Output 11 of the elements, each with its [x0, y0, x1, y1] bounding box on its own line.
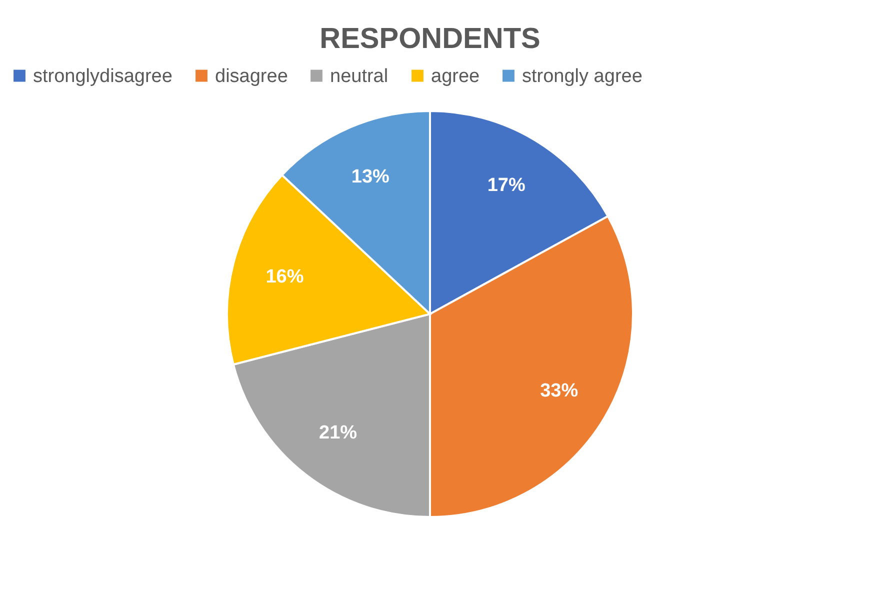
data-label: 13%: [351, 166, 390, 188]
legend-label: neutral: [330, 66, 388, 87]
legend-label: stronglydisagree: [33, 66, 172, 87]
legend-label: agree: [431, 66, 480, 87]
data-label: 33%: [540, 380, 578, 402]
data-label: 21%: [319, 422, 358, 444]
legend-label: strongly agree: [522, 66, 642, 87]
data-label: 17%: [487, 174, 526, 196]
legend-label: disagree: [215, 66, 288, 87]
data-label: 16%: [266, 266, 304, 288]
chart-title: RESPONDENTS: [320, 23, 540, 55]
